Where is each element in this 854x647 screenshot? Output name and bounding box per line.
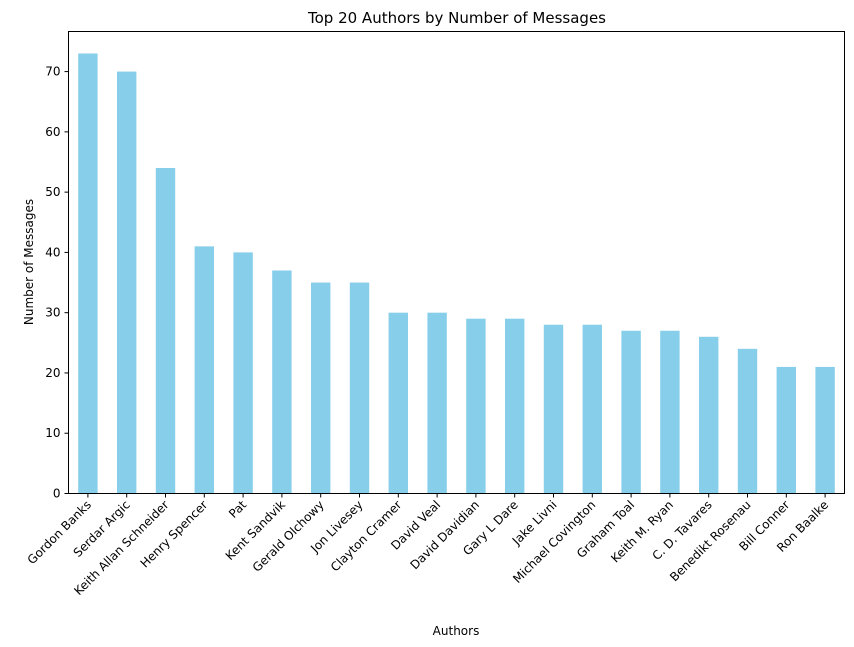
y-tick-label: 40 — [45, 245, 60, 259]
y-axis: 0 10 20 30 40 50 60 70 — [45, 65, 69, 501]
bars-group — [78, 53, 835, 494]
bar — [543, 324, 564, 494]
bar — [194, 246, 214, 494]
chart-title: Top 20 Authors by Number of Messages — [307, 9, 606, 27]
bar — [78, 53, 98, 494]
y-tick-label: 20 — [45, 366, 60, 380]
bar — [815, 366, 835, 494]
y-tick-label: 50 — [45, 185, 60, 199]
x-tick-label: Gerald Olchowy — [250, 498, 327, 575]
bar — [155, 168, 176, 494]
x-tick-label: Pat — [226, 498, 249, 521]
bar — [349, 282, 370, 494]
bar — [621, 330, 641, 494]
bar — [233, 252, 253, 494]
bar — [117, 71, 137, 494]
bar — [582, 324, 602, 494]
x-axis-label: Authors — [433, 624, 480, 638]
y-axis-label: Number of Messages — [22, 199, 36, 325]
bar — [737, 348, 758, 494]
x-tick-label: Clayton Cramer — [328, 498, 405, 575]
y-tick-label: 30 — [45, 306, 60, 320]
bar — [272, 270, 292, 494]
x-tick-label: Henry Spencer — [138, 498, 211, 571]
bar — [427, 312, 447, 494]
y-tick-label: 0 — [53, 487, 61, 501]
y-tick-label: 70 — [45, 65, 60, 79]
bar — [660, 330, 680, 494]
x-tick-label: David Davidian — [407, 498, 482, 573]
bar — [466, 318, 486, 494]
y-tick-label: 10 — [45, 426, 60, 440]
bar — [505, 318, 525, 494]
bar — [699, 336, 719, 494]
bar — [311, 282, 331, 494]
plot-frame — [68, 31, 845, 494]
bar — [776, 366, 796, 494]
y-tick-label: 60 — [45, 125, 60, 139]
bar — [388, 312, 408, 494]
